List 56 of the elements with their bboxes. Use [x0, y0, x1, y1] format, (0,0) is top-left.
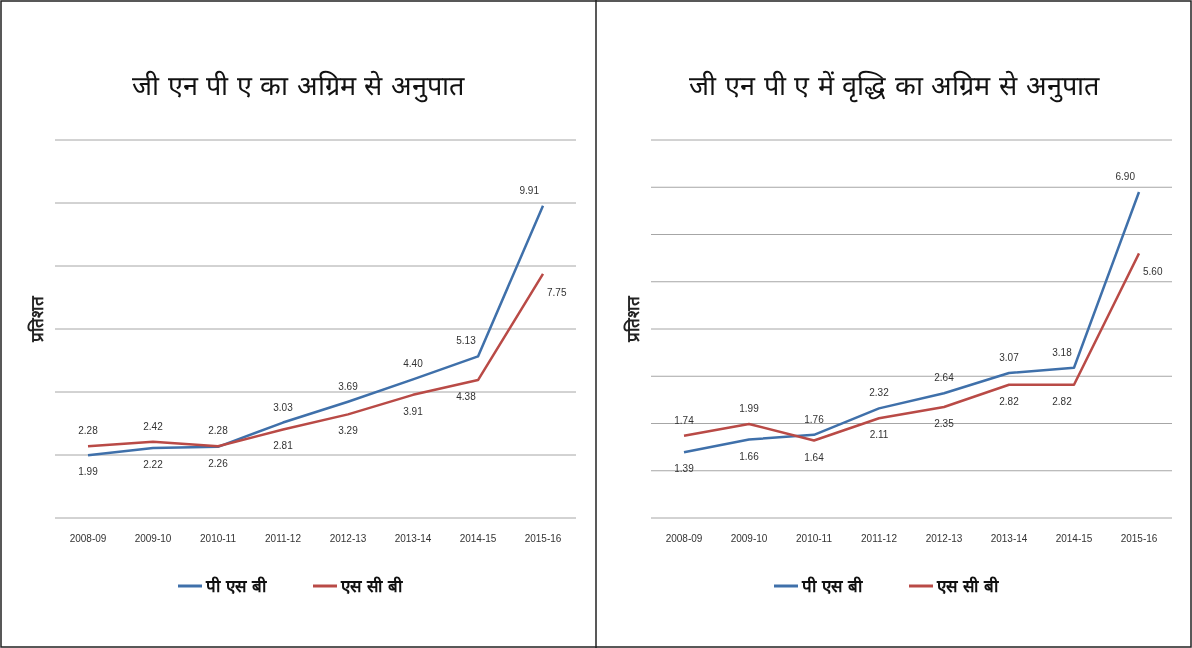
- data-label: 3.07: [999, 351, 1020, 363]
- data-label: 1.76: [804, 413, 825, 425]
- x-tick-label: 2012-13: [925, 533, 963, 544]
- y-axis-title: प्रतिशत: [27, 295, 47, 343]
- x-tick-label: 2015-16: [1120, 533, 1158, 544]
- x-tick-label: 2013-14: [990, 533, 1028, 544]
- x-tick-label: 2008-09: [69, 533, 107, 544]
- data-label: 7.75: [547, 286, 567, 298]
- legend-label: पी एस बी: [801, 576, 863, 596]
- data-label: 1.39: [674, 463, 695, 475]
- data-label: 2.28: [78, 425, 99, 437]
- data-label: 1.64: [804, 451, 825, 463]
- data-label: 9.91: [519, 184, 540, 196]
- data-label: 3.29: [338, 425, 359, 437]
- data-label: 1.99: [739, 402, 760, 414]
- data-label: 3.69: [338, 380, 359, 392]
- data-label: 2.26: [208, 457, 229, 469]
- data-label: 2.28: [208, 425, 229, 437]
- data-label: 1.66: [739, 450, 760, 462]
- data-label: 3.91: [403, 405, 424, 417]
- data-label: 2.82: [999, 395, 1020, 407]
- data-label: 6.90: [1115, 170, 1136, 182]
- data-label: 2.82: [1052, 395, 1073, 407]
- data-label: 4.40: [403, 358, 424, 370]
- x-tick-label: 2011-12: [265, 533, 302, 544]
- x-tick-label: 2015-16: [524, 533, 562, 544]
- x-tick-label: 2010-11: [200, 533, 237, 544]
- x-tick-label: 2012-13: [329, 533, 367, 544]
- data-label: 2.22: [143, 459, 164, 471]
- legend-label: एस सी बी: [936, 576, 999, 596]
- data-label: 1.99: [78, 466, 99, 478]
- x-tick-label: 2014-15: [1055, 533, 1093, 544]
- x-tick-label: 2013-14: [394, 533, 432, 544]
- data-label: 2.42: [143, 420, 164, 432]
- data-label: 3.03: [273, 401, 294, 413]
- data-label: 2.35: [934, 417, 955, 429]
- chart-title: जी एन पी ए का अग्रिम से अनुपात: [131, 70, 466, 103]
- data-label: 1.74: [674, 414, 695, 426]
- x-tick-label: 2010-11: [796, 533, 833, 544]
- data-label: 2.32: [869, 387, 890, 399]
- legend-label: एस सी बी: [340, 576, 403, 596]
- x-tick-label: 2008-09: [665, 533, 703, 544]
- data-label: 2.11: [869, 429, 889, 441]
- data-label: 5.60: [1143, 266, 1163, 278]
- x-tick-label: 2014-15: [459, 533, 497, 544]
- data-label: 4.38: [456, 391, 477, 403]
- data-label: 3.18: [1052, 346, 1073, 358]
- x-tick-label: 2011-12: [861, 533, 898, 544]
- chart-title: जी एन पी ए में वृद्धि का अग्रिम से अनुपात: [689, 70, 1100, 103]
- x-tick-label: 2009-10: [134, 533, 172, 544]
- data-label: 2.64: [934, 372, 955, 384]
- y-axis-title: प्रतिशत: [623, 295, 643, 343]
- data-label: 2.81: [273, 440, 294, 452]
- legend-label: पी एस बी: [205, 576, 267, 596]
- x-tick-label: 2009-10: [730, 533, 768, 544]
- data-label: 5.13: [456, 335, 477, 347]
